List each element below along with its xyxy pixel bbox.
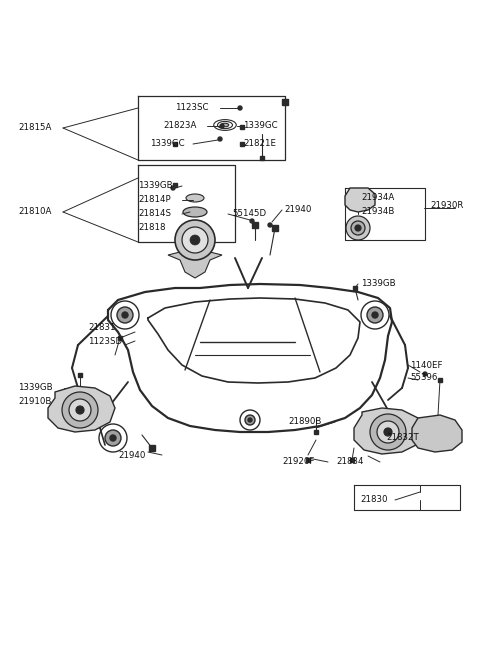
- Circle shape: [171, 186, 175, 190]
- Text: 1140EF: 1140EF: [410, 360, 443, 369]
- Circle shape: [268, 223, 272, 227]
- Circle shape: [76, 406, 84, 414]
- Circle shape: [370, 414, 406, 450]
- Circle shape: [245, 415, 255, 425]
- Circle shape: [110, 435, 116, 441]
- Circle shape: [355, 225, 361, 231]
- Circle shape: [105, 430, 121, 446]
- Polygon shape: [412, 415, 462, 452]
- Circle shape: [351, 221, 365, 235]
- Text: 21940: 21940: [284, 206, 312, 214]
- Circle shape: [423, 372, 427, 376]
- Circle shape: [384, 428, 392, 436]
- Text: 1339GC: 1339GC: [150, 140, 185, 149]
- Text: 21834: 21834: [336, 457, 363, 466]
- Circle shape: [218, 137, 222, 141]
- Circle shape: [62, 392, 98, 428]
- Text: 1339GB: 1339GB: [361, 280, 396, 288]
- Circle shape: [220, 124, 224, 128]
- Polygon shape: [168, 248, 222, 278]
- Circle shape: [69, 399, 91, 421]
- Circle shape: [377, 421, 399, 443]
- Text: 21890B: 21890B: [288, 417, 322, 426]
- Ellipse shape: [183, 207, 207, 217]
- Circle shape: [250, 219, 254, 223]
- Text: 1123SC: 1123SC: [175, 103, 208, 113]
- Circle shape: [175, 220, 215, 260]
- Text: 21810A: 21810A: [18, 208, 51, 217]
- Circle shape: [382, 422, 398, 438]
- Text: 21934A: 21934A: [361, 193, 394, 202]
- Text: 21910B: 21910B: [18, 396, 51, 405]
- Text: 21814P: 21814P: [138, 195, 170, 204]
- Text: 21930R: 21930R: [430, 200, 463, 210]
- Text: 1339GB: 1339GB: [138, 181, 173, 191]
- Text: 55145D: 55145D: [232, 210, 266, 219]
- Circle shape: [117, 307, 133, 323]
- Text: 21832T: 21832T: [386, 434, 419, 443]
- Polygon shape: [354, 408, 424, 454]
- Text: 21814S: 21814S: [138, 210, 171, 219]
- Circle shape: [248, 418, 252, 422]
- Circle shape: [182, 227, 208, 253]
- Text: 21830: 21830: [360, 495, 387, 504]
- Ellipse shape: [221, 123, 229, 127]
- Text: 55396: 55396: [410, 373, 437, 383]
- Circle shape: [346, 216, 370, 240]
- Polygon shape: [345, 188, 375, 212]
- Text: 21920F: 21920F: [282, 457, 314, 466]
- Text: 21831: 21831: [88, 324, 116, 333]
- Circle shape: [190, 235, 200, 245]
- Text: 21934B: 21934B: [361, 208, 395, 217]
- Text: 1339GB: 1339GB: [18, 383, 53, 392]
- Ellipse shape: [186, 194, 204, 202]
- Text: 21821E: 21821E: [243, 140, 276, 149]
- Circle shape: [122, 312, 128, 318]
- Circle shape: [372, 312, 378, 318]
- Circle shape: [367, 307, 383, 323]
- Text: 21815A: 21815A: [18, 124, 51, 132]
- Text: 21823A: 21823A: [163, 121, 196, 130]
- Text: 1339GC: 1339GC: [243, 121, 277, 130]
- Text: 21940: 21940: [118, 451, 145, 460]
- Circle shape: [238, 106, 242, 110]
- Polygon shape: [48, 386, 115, 432]
- Text: 1123SD: 1123SD: [88, 337, 122, 345]
- Text: 21818: 21818: [138, 223, 166, 233]
- Circle shape: [387, 427, 393, 433]
